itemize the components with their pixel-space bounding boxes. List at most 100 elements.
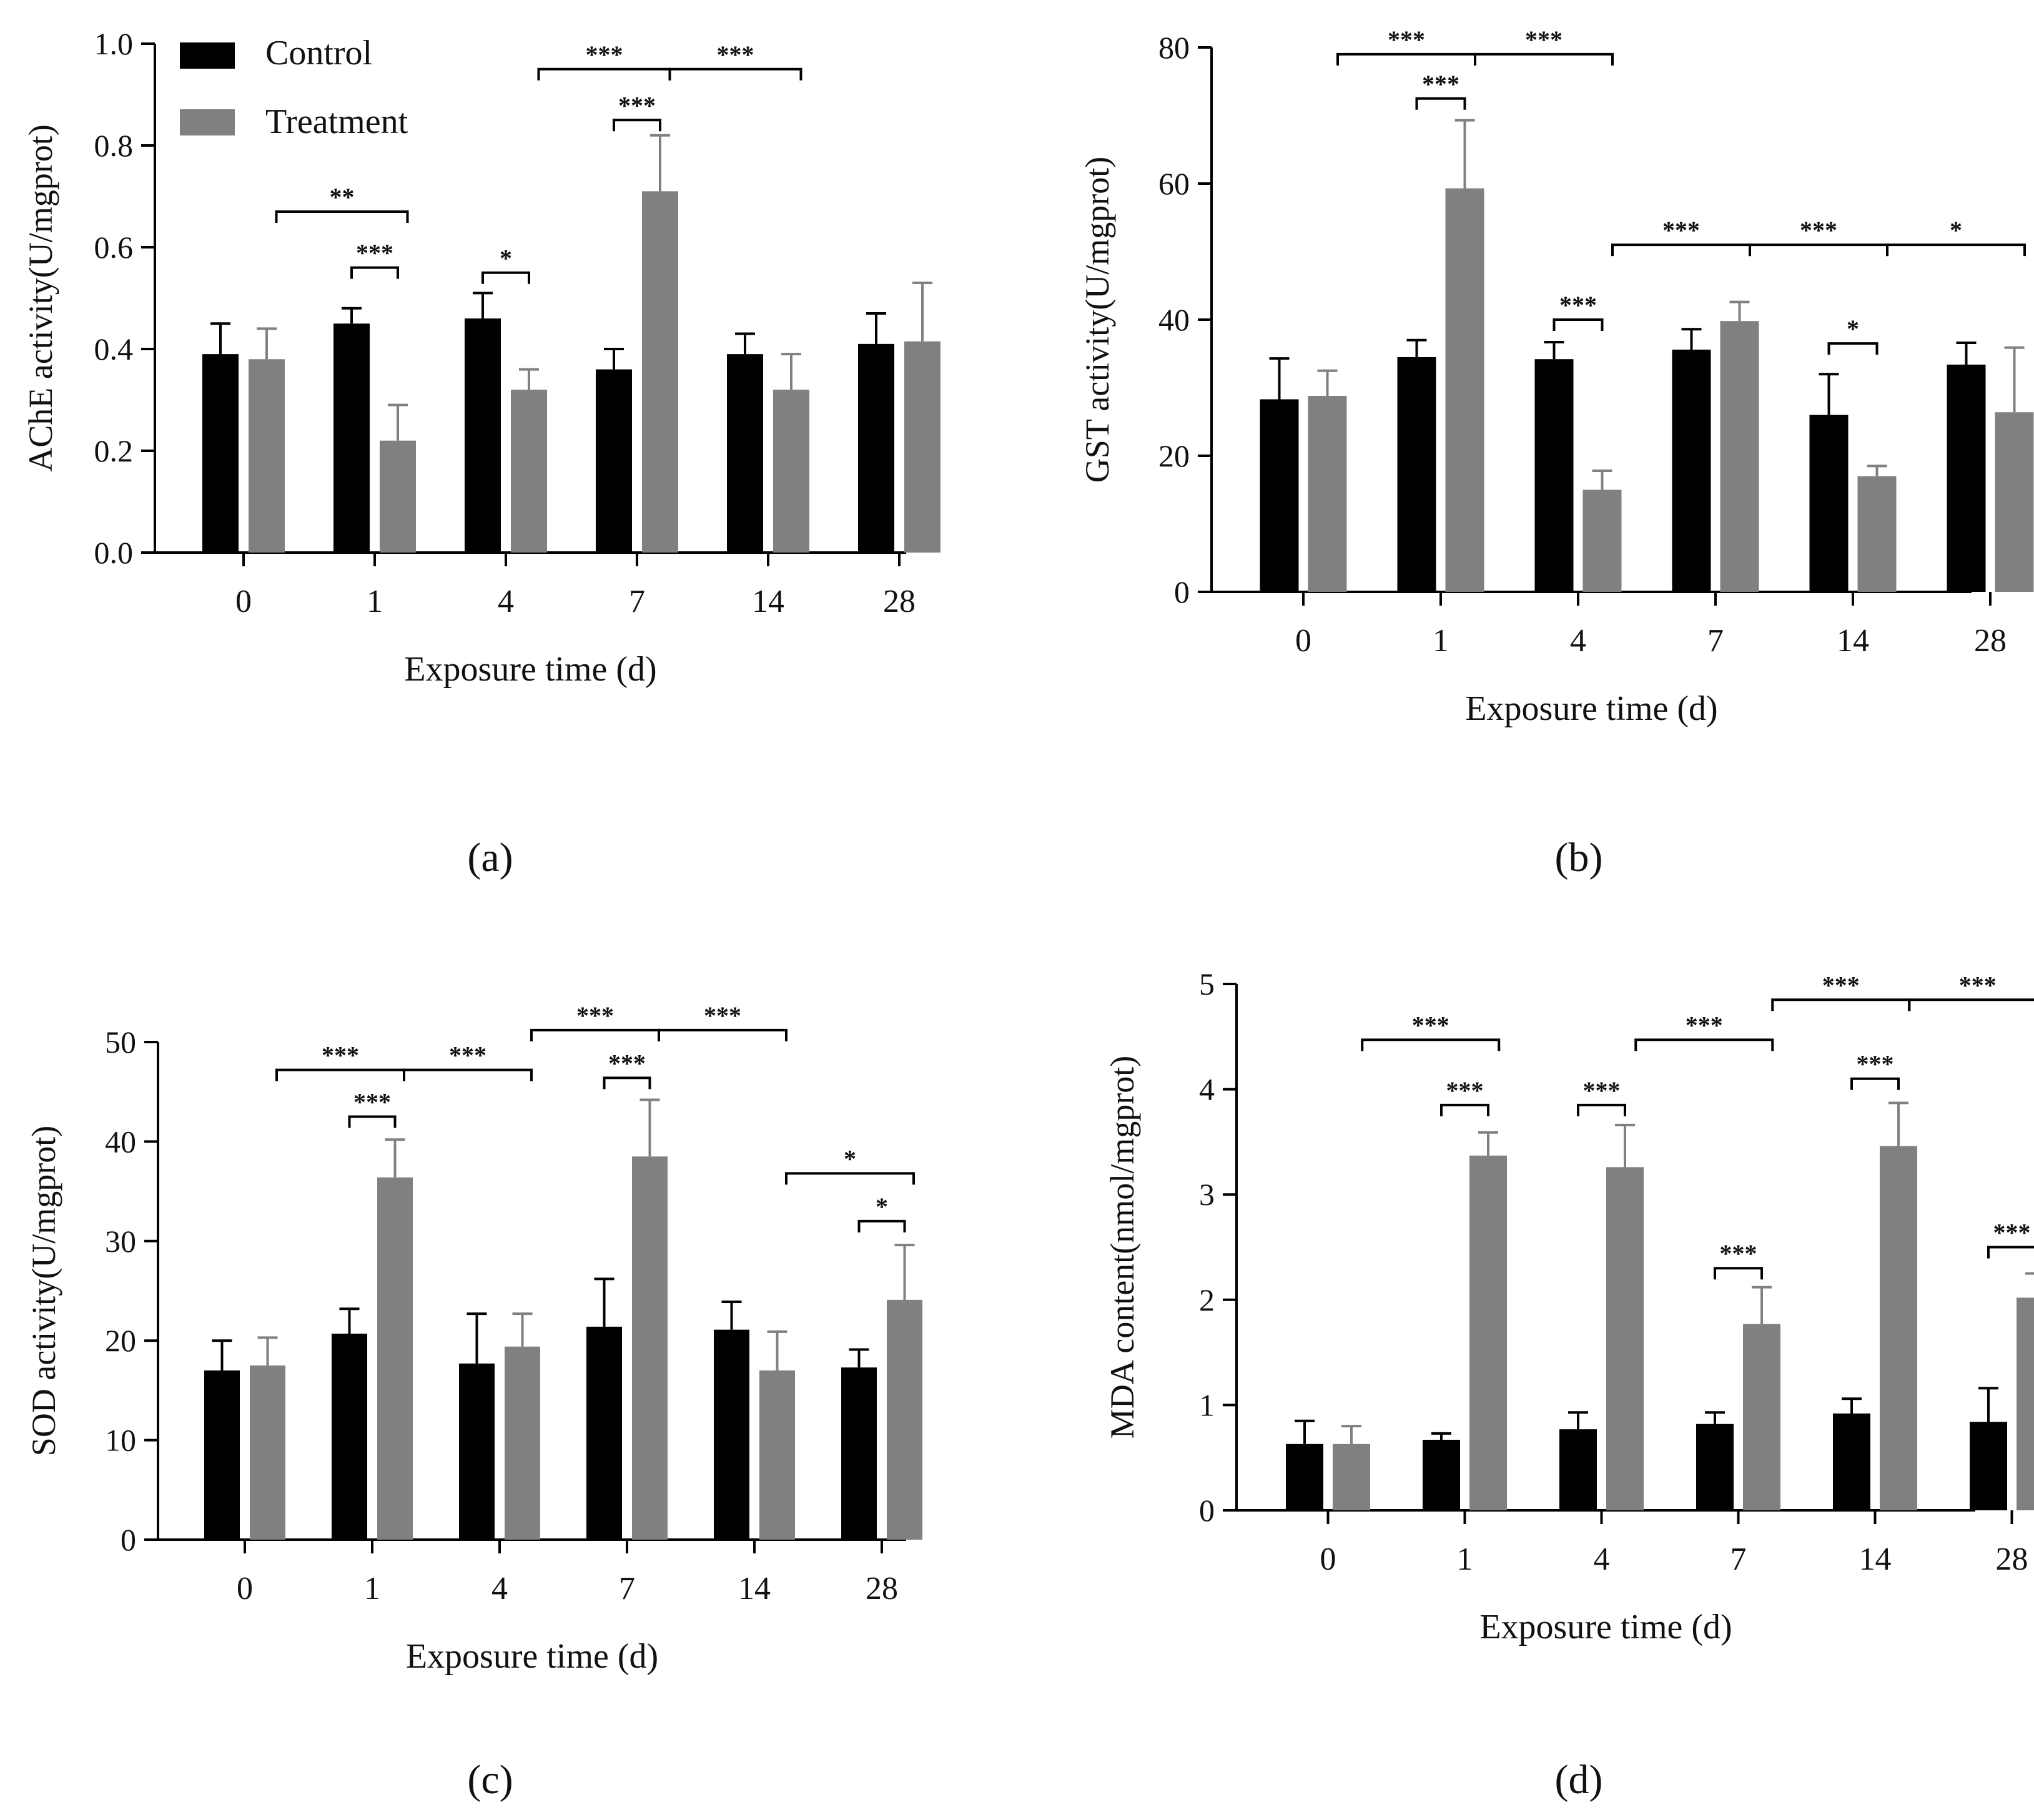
significance-label: *** — [618, 91, 656, 119]
y-tick-label: 1.0 — [94, 26, 134, 61]
x-axis-title: Exposure time (d) — [404, 650, 656, 689]
bar-treatment — [632, 1156, 668, 1540]
bar-control — [1286, 1444, 1323, 1510]
significance-label: *** — [1583, 1076, 1621, 1104]
y-tick-label: 80 — [1158, 30, 1190, 65]
bar-treatment — [249, 359, 285, 553]
legend-label-control: Control — [265, 34, 372, 72]
legend-swatch-treatment — [180, 109, 235, 135]
bar-control — [1696, 1424, 1734, 1510]
y-tick-label: 4 — [1199, 1072, 1215, 1107]
x-tick-label: 4 — [491, 1571, 508, 1606]
bar-control — [1833, 1413, 1870, 1510]
significance-bracket — [613, 119, 661, 132]
bar-control — [332, 1334, 367, 1540]
bar-control — [858, 343, 894, 553]
y-tick-label: 20 — [1158, 438, 1190, 473]
significance-label: * — [876, 1193, 888, 1221]
x-tick-label: 7 — [629, 584, 645, 619]
bar-treatment — [904, 341, 940, 553]
bar-treatment — [1995, 412, 2034, 592]
significance-label: *** — [1857, 1050, 1894, 1078]
bar-treatment — [1582, 489, 1622, 592]
bar-control — [1559, 1429, 1597, 1510]
y-tick-label: 20 — [105, 1323, 136, 1358]
significance-bracket — [1850, 1077, 1900, 1090]
significance-label: *** — [1559, 291, 1597, 319]
y-tick-label: 0 — [1174, 574, 1190, 609]
bar-treatment — [773, 390, 809, 553]
significance-label: *** — [1720, 1239, 1757, 1267]
bar-control — [727, 354, 763, 553]
x-tick-label: 7 — [619, 1571, 635, 1606]
significance-bracket — [1827, 342, 1878, 355]
x-tick-label: 7 — [1730, 1542, 1747, 1577]
bar-control — [1809, 415, 1849, 592]
y-tick-label: 0 — [121, 1522, 136, 1557]
y-tick-label: 3 — [1199, 1177, 1215, 1212]
x-tick-label: 0 — [1295, 623, 1311, 659]
x-tick-label: 14 — [738, 1571, 771, 1606]
significance-label: * — [500, 244, 512, 272]
significance-bracket — [1749, 243, 1888, 257]
y-tick-label: 40 — [1158, 302, 1190, 337]
significance-label: *** — [576, 1001, 614, 1030]
x-tick-label: 28 — [1996, 1542, 2028, 1577]
x-tick-label: 1 — [367, 584, 383, 619]
y-tick-label: 0.8 — [94, 128, 134, 163]
significance-bracket — [1361, 1038, 1501, 1051]
x-tick-label: 28 — [866, 1571, 898, 1606]
significance-label: *** — [322, 1041, 359, 1070]
significance-bracket — [857, 1219, 906, 1232]
significance-bracket — [275, 210, 409, 223]
significance-label: * — [1950, 216, 1962, 244]
legend-swatch-control — [180, 42, 235, 69]
y-tick-label: 0.6 — [94, 230, 134, 265]
bar-treatment — [1880, 1146, 1917, 1510]
x-axis-title: Exposure time (d) — [1479, 1608, 1732, 1646]
y-tick-label: 2 — [1199, 1282, 1215, 1317]
significance-bracket — [1714, 1267, 1763, 1280]
significance-bracket — [1771, 998, 1911, 1011]
bar-treatment — [1743, 1324, 1780, 1510]
x-tick-label: 28 — [1974, 623, 2007, 659]
bar-control — [1260, 399, 1299, 592]
significance-bracket — [658, 1028, 787, 1041]
bar-control — [586, 1326, 622, 1540]
panel-label-c: (c) — [467, 1757, 513, 1803]
significance-label: *** — [1422, 70, 1459, 98]
bar-control — [1423, 1440, 1460, 1510]
significance-bracket — [1474, 52, 1614, 66]
bar-control — [714, 1329, 749, 1540]
significance-label: *** — [1446, 1076, 1484, 1104]
bar-control — [333, 323, 370, 553]
significance-label: * — [844, 1144, 856, 1173]
y-tick-label: 0 — [1199, 1493, 1215, 1528]
significance-bracket — [1577, 1103, 1626, 1116]
significance-bracket — [785, 1172, 915, 1185]
bar-control — [1970, 1422, 2007, 1510]
significance-bracket — [530, 1028, 660, 1041]
significance-bracket — [481, 271, 530, 284]
y-tick-label: 30 — [105, 1224, 136, 1259]
x-tick-label: 0 — [1320, 1542, 1336, 1577]
significance-bracket — [1611, 243, 1751, 257]
bar-control — [1534, 359, 1574, 592]
significance-label: ** — [330, 183, 355, 211]
bar-treatment — [380, 440, 416, 553]
significance-label: *** — [704, 1001, 741, 1030]
bar-treatment — [887, 1299, 922, 1540]
y-tick-label: 0.0 — [94, 535, 134, 570]
significance-label: * — [1847, 315, 1859, 343]
panel-label-b: (b) — [1555, 835, 1603, 880]
significance-label: *** — [353, 1088, 391, 1116]
significance-bracket — [1886, 243, 2026, 257]
y-tick-label: 50 — [105, 1025, 136, 1060]
y-axis-title: AChE activity(U/mgprot) — [22, 124, 59, 471]
bar-treatment — [511, 390, 547, 553]
significance-bracket — [1553, 318, 1604, 331]
bar-treatment — [250, 1365, 285, 1540]
